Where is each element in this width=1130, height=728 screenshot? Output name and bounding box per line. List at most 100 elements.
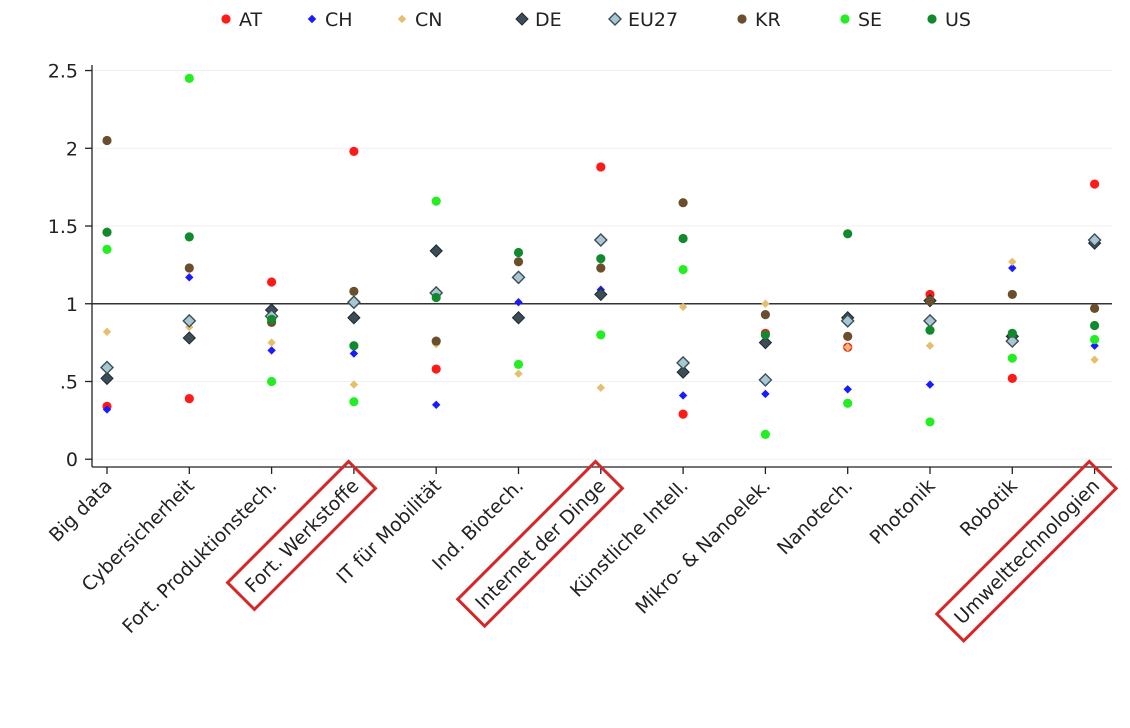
data-point-us <box>1090 320 1100 331</box>
data-point-eu27 <box>923 313 937 328</box>
data-point-us <box>925 325 935 335</box>
data-point-se <box>925 417 935 427</box>
data-point-eu27 <box>1005 334 1020 349</box>
data-point-se <box>843 398 853 408</box>
data-point-at <box>1007 373 1017 383</box>
legend-item-ch: CH <box>307 9 353 31</box>
data-point-us <box>843 229 853 239</box>
data-point-cn <box>678 302 688 312</box>
legend-marker-us <box>927 14 937 24</box>
series-cn <box>102 257 1099 392</box>
data-point-us <box>102 227 112 237</box>
data-point-se <box>349 397 359 407</box>
legend-item-us: US <box>927 9 971 31</box>
legend-marker-eu27 <box>608 12 622 26</box>
data-point-eu27 <box>511 270 526 285</box>
data-point-at <box>184 393 194 404</box>
data-point-de <box>676 365 690 379</box>
data-point-eu27 <box>100 360 114 375</box>
data-point-eu27 <box>840 313 855 328</box>
data-point-cn <box>925 341 935 350</box>
data-point-de <box>758 335 773 350</box>
data-point-at <box>267 277 277 287</box>
data-point-se <box>267 376 277 387</box>
data-point-cn <box>349 380 359 389</box>
data-point-at <box>596 162 606 172</box>
x-tick-label-umwelttechnologien: Umwelttechnologien <box>950 475 1104 629</box>
legend-item-kr: KR <box>737 9 781 31</box>
data-points <box>100 73 1102 439</box>
data-point-se <box>760 429 771 439</box>
x-tick-label-mikro-nanoelek: Mikro- & Nanoelek. <box>631 475 775 619</box>
legend-item-de: DE <box>515 9 562 31</box>
data-point-de <box>429 244 443 258</box>
data-point-kr <box>760 310 771 320</box>
data-point-ch <box>761 389 770 399</box>
x-tick-label-photonik: Photonik <box>866 475 940 549</box>
data-point-us <box>431 292 441 303</box>
data-point-kr <box>678 198 688 208</box>
legend-label: SE <box>858 9 882 31</box>
data-point-at <box>678 409 688 419</box>
legend-item-cn: CN <box>397 9 442 31</box>
data-point-se <box>1090 334 1100 345</box>
data-point-kr <box>349 286 359 296</box>
data-point-se <box>596 330 606 340</box>
data-point-cn <box>267 338 276 347</box>
data-point-de <box>347 311 361 325</box>
data-point-cn <box>1090 355 1099 364</box>
y-tick-label: 2.5 <box>48 61 78 83</box>
data-point-us <box>596 254 606 264</box>
legend-label: CH <box>325 9 353 31</box>
data-point-at <box>349 146 359 156</box>
data-point-cn <box>102 327 112 336</box>
legend-marker-de <box>515 12 529 26</box>
data-point-ch <box>514 298 523 307</box>
legend-label: EU27 <box>628 9 678 31</box>
legend-label: CN <box>415 9 442 31</box>
data-point-kr <box>102 135 112 146</box>
series-us <box>102 227 1100 351</box>
data-point-us <box>184 232 194 242</box>
data-point-ch <box>678 391 688 400</box>
legend-label: US <box>945 9 971 31</box>
data-point-de <box>511 311 526 325</box>
data-point-us <box>267 314 277 324</box>
data-point-se <box>184 73 194 83</box>
data-point-ch <box>267 346 276 355</box>
legend-label: KR <box>755 9 781 31</box>
data-point-eu27 <box>758 372 773 387</box>
data-point-ch <box>185 273 194 282</box>
data-point-kr <box>184 263 194 273</box>
data-point-kr <box>925 296 935 306</box>
data-point-kr <box>843 331 853 342</box>
legend-label: DE <box>535 9 562 31</box>
data-point-kr <box>513 257 524 267</box>
x-tick-label-fort-produktionstech: Fort. Produktionstech. <box>118 475 281 638</box>
data-point-cn <box>596 383 605 392</box>
data-point-kr <box>431 336 441 346</box>
data-point-us <box>513 247 524 258</box>
data-point-ch <box>432 400 441 410</box>
series-ch <box>102 263 1099 414</box>
data-point-ch <box>843 385 852 394</box>
x-tick-label-nanotech: Nanotech. <box>773 475 857 559</box>
data-point-de <box>594 287 608 302</box>
y-tick-label: 1.5 <box>48 216 78 238</box>
data-point-cn <box>761 299 770 308</box>
highlight-box-umwelttechnologien <box>934 459 1119 644</box>
data-point-de <box>182 331 197 345</box>
data-point-eu27 <box>1087 233 1102 248</box>
data-point-us <box>1007 328 1017 338</box>
data-point-se <box>431 196 441 206</box>
data-point-kr <box>596 263 606 273</box>
legend: AT CH CN DE EU27 KR SE US <box>221 9 971 31</box>
data-point-us <box>349 341 359 351</box>
highlight-boxes <box>225 459 1119 644</box>
x-tick-label-robotik: Robotik <box>956 475 1022 541</box>
highlight-box-fort-werkstoffe <box>225 459 378 612</box>
y-tick-label: 1 <box>66 294 78 316</box>
data-point-ch <box>102 405 112 414</box>
